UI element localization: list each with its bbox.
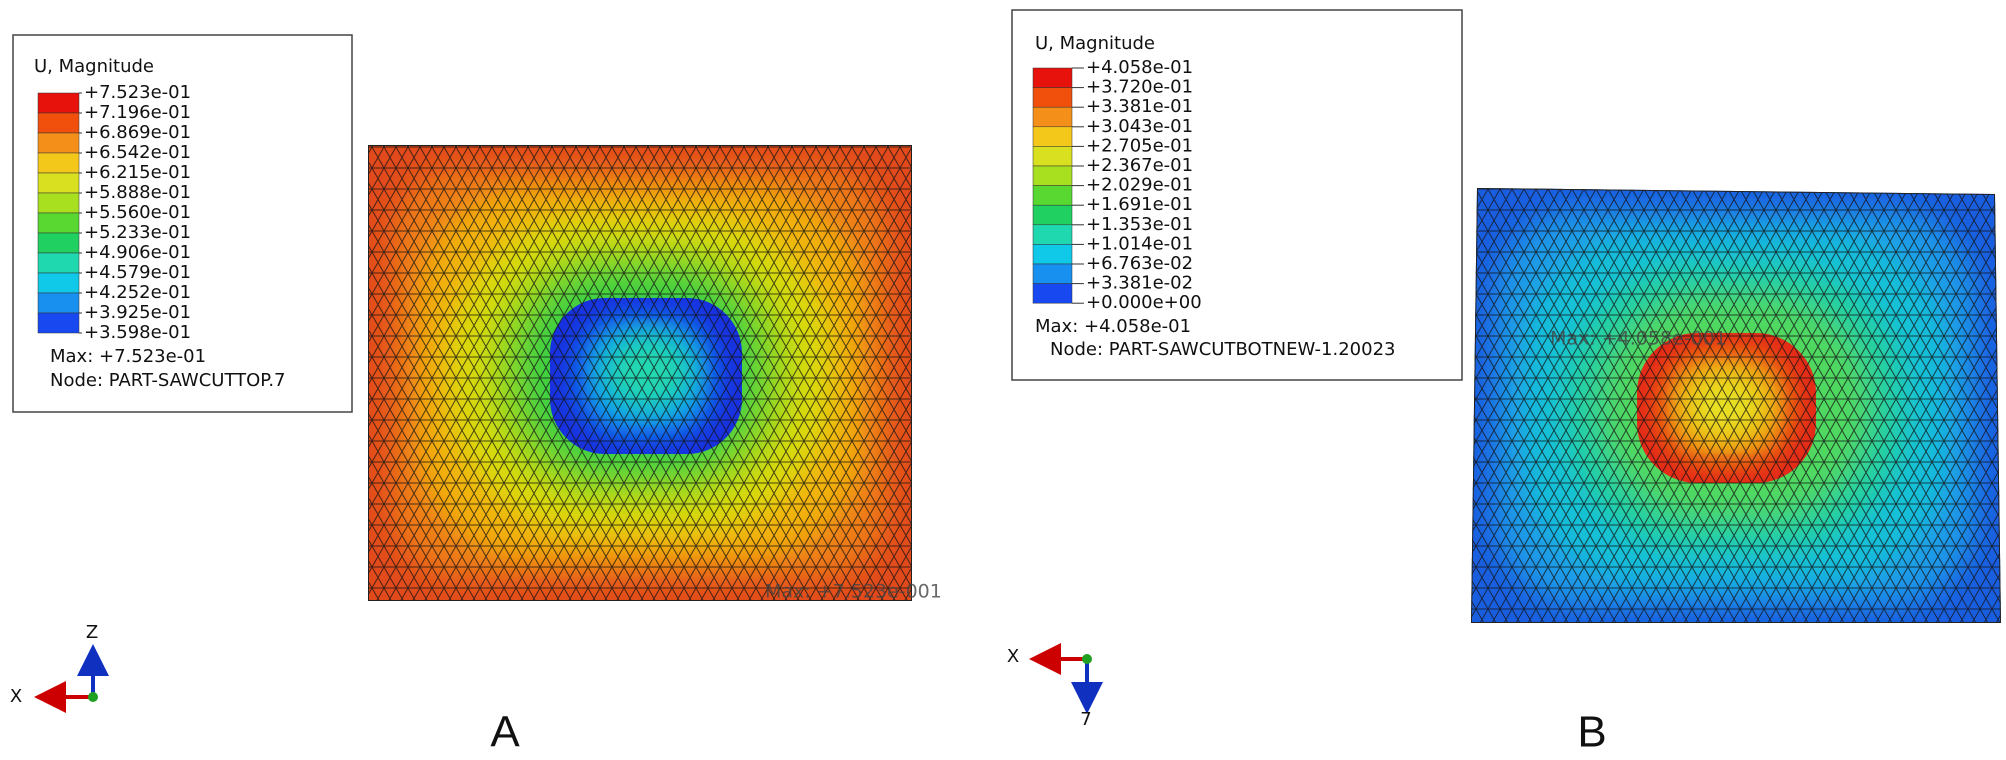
color-band bbox=[37, 252, 80, 274]
color-band bbox=[37, 112, 80, 134]
color-band bbox=[1032, 204, 1073, 226]
legend-label: +6.869e-01 bbox=[84, 122, 191, 143]
legend-label: +3.925e-01 bbox=[84, 302, 191, 323]
legend-label: +1.691e-01 bbox=[1086, 194, 1193, 215]
color-band bbox=[37, 172, 80, 194]
color-band bbox=[37, 212, 80, 234]
color-band bbox=[37, 192, 80, 214]
color-band bbox=[37, 132, 80, 154]
legend-label: +2.367e-01 bbox=[1086, 155, 1193, 176]
color-band bbox=[1032, 146, 1073, 167]
plot-annotation: Max: +4.058e-001 bbox=[1550, 328, 1727, 350]
color-band bbox=[37, 292, 80, 314]
panel-label: B bbox=[1577, 708, 1606, 757]
legend-label: +6.763e-02 bbox=[1086, 253, 1193, 274]
legend-label: +7.196e-01 bbox=[84, 102, 191, 123]
axis-origin bbox=[88, 692, 98, 702]
plot-annotation: Max: +7.523e-001 bbox=[765, 581, 942, 603]
color-band bbox=[1032, 185, 1073, 206]
color-band bbox=[37, 272, 80, 294]
color-band bbox=[1032, 126, 1073, 147]
legend-label: +3.598e-01 bbox=[84, 322, 191, 343]
legend-label: +4.252e-01 bbox=[84, 282, 191, 303]
legend-label: +4.579e-01 bbox=[84, 262, 191, 283]
legend-label: +3.381e-01 bbox=[1086, 96, 1193, 117]
legend-label: +2.029e-01 bbox=[1086, 175, 1193, 196]
legend-label: +5.888e-01 bbox=[84, 182, 191, 203]
legend-label: +4.058e-01 bbox=[1086, 57, 1193, 78]
legend-max: Max: +7.523e-01 bbox=[50, 346, 206, 367]
color-band bbox=[1032, 224, 1073, 245]
legend-label: +3.720e-01 bbox=[1086, 77, 1193, 98]
color-band bbox=[1032, 67, 1073, 88]
legend-label: +5.233e-01 bbox=[84, 222, 191, 243]
color-band bbox=[1032, 244, 1073, 265]
color-band bbox=[1032, 87, 1073, 108]
legend-node: Node: PART-SAWCUTTOP.7 bbox=[50, 370, 286, 391]
legend-label: +0.000e+00 bbox=[1086, 292, 1202, 313]
panel-label: A bbox=[490, 708, 520, 757]
color-band bbox=[37, 312, 80, 334]
legend-label: +6.542e-01 bbox=[84, 142, 191, 163]
legend-box bbox=[1011, 9, 1463, 381]
legend-label: +1.353e-01 bbox=[1086, 214, 1193, 235]
legend-title: U, Magnitude bbox=[1035, 33, 1155, 54]
legend-title: U, Magnitude bbox=[34, 56, 154, 77]
legend-label: +2.705e-01 bbox=[1086, 135, 1193, 156]
color-bar: +4.058e-01+3.720e-01+3.381e-01+3.043e-01… bbox=[1032, 57, 1202, 313]
contour-plot bbox=[1471, 188, 2001, 623]
color-band bbox=[1032, 263, 1073, 284]
color-band bbox=[1032, 165, 1073, 186]
axis-label: Z bbox=[86, 622, 98, 643]
axis-origin bbox=[1082, 654, 1092, 664]
legend-node: Node: PART-SAWCUTBOTNEW-1.20023 bbox=[1050, 339, 1395, 360]
legend-label: +3.381e-02 bbox=[1086, 273, 1193, 294]
contour-plot bbox=[368, 145, 912, 601]
axis-label: X bbox=[1007, 646, 1019, 667]
color-band bbox=[37, 232, 80, 254]
legend-label: +3.043e-01 bbox=[1086, 116, 1193, 137]
legend-label: +1.014e-01 bbox=[1086, 233, 1193, 254]
color-band bbox=[1032, 106, 1073, 128]
color-band bbox=[37, 92, 80, 114]
legend-label: +5.560e-01 bbox=[84, 202, 191, 223]
axis-label: 7 bbox=[1080, 709, 1091, 730]
legend-label: +7.523e-01 bbox=[84, 82, 191, 103]
axis-label: X bbox=[10, 686, 22, 707]
legend-max: Max: +4.058e-01 bbox=[1035, 316, 1191, 337]
color-bar: +7.523e-01+7.196e-01+6.869e-01+6.542e-01… bbox=[37, 82, 191, 343]
color-band bbox=[1032, 283, 1073, 304]
color-band bbox=[37, 152, 80, 174]
legend-label: +6.215e-01 bbox=[84, 162, 191, 183]
legend-label: +4.906e-01 bbox=[84, 242, 191, 263]
